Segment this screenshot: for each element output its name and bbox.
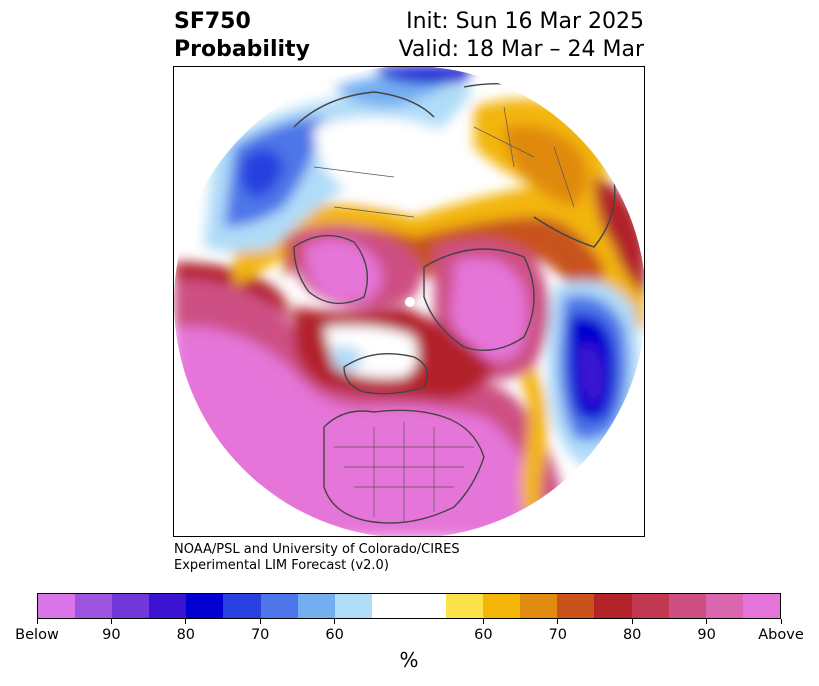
colorbar-tick-mark [110,619,112,624]
colorbar-tick-mark [780,619,782,624]
colorbar-swatch [149,594,187,618]
colorbar-swatch [594,594,632,618]
colorbar-tick-label: Below [15,627,59,643]
map-variable-title: SF750 [174,9,251,34]
colorbar-swatch [297,594,335,618]
colorbar-tick-label: 70 [250,627,270,643]
colorbar-tick-mark [557,619,559,624]
colorbar-swatch [631,594,669,618]
colorbar-tick-label: 60 [325,627,344,643]
title-right: Init: Sun 16 Mar 2025 Valid: 18 Mar – 24… [399,8,644,64]
colorbar-tick-label: Above [758,627,804,643]
colorbar-tick-mark [706,619,708,624]
colorbar-swatch [668,594,706,618]
credit-line-2: Experimental LIM Forecast (v2.0) [174,558,389,573]
colorbar-tick-mark [334,619,336,624]
colorbar-tick-mark [36,619,38,624]
colorbar-swatch [112,594,150,618]
colorbar-tick-label: 60 [474,627,493,643]
credit-text: NOAA/PSL and University of Colorado/CIRE… [174,542,460,574]
colorbar [37,593,781,619]
map-panel [173,66,645,537]
colorbar-tick-label: 90 [697,627,716,643]
colorbar-swatch [260,594,298,618]
credit-line-1: NOAA/PSL and University of Colorado/CIRE… [174,542,460,557]
colorbar-swatch [520,594,558,618]
colorbar-swatch [446,594,484,618]
colorbar-unit: % [399,648,419,672]
colorbar-tick-label: 90 [102,627,121,643]
colorbar-swatch [223,594,261,618]
colorbar-tick-mark [482,619,484,624]
colorbar-swatch [705,594,743,618]
colorbar-tick-label: 70 [548,627,568,643]
colorbar-swatch [408,594,447,618]
colorbar-tick-label: 80 [176,627,196,643]
colorbar-swatch [483,594,521,618]
colorbar-swatch [371,594,409,618]
colorbar-swatch [742,594,780,618]
colorbar-tick-mark [631,619,633,624]
colorbar-swatch [557,594,595,618]
valid-range: Valid: 18 Mar – 24 Mar [398,37,644,62]
colorbar-tick-mark [259,619,261,624]
init-date: Init: Sun 16 Mar 2025 [406,9,644,34]
map-type-title: Probability [174,37,310,62]
colorbar-swatch [186,594,224,618]
colorbar-swatch [334,594,372,618]
colorbar-swatch [38,594,76,618]
probability-map [174,67,644,536]
title-left: SF750 Probability [174,8,310,64]
colorbar-tick-mark [185,619,187,624]
colorbar-swatch [75,594,113,618]
colorbar-tick-label: 80 [622,627,642,643]
